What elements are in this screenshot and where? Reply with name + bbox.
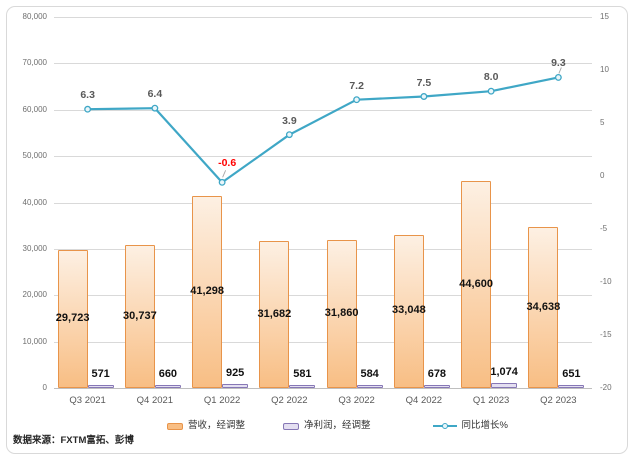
x-axis-line bbox=[54, 388, 592, 389]
revenue-bar bbox=[57, 250, 88, 388]
right-axis-tick-label: -20 bbox=[600, 383, 612, 392]
net-profit-bar bbox=[222, 383, 249, 388]
growth-value-label: -0.6 bbox=[218, 157, 237, 170]
source-note: 数据来源：FXTM富拓、彭博 bbox=[13, 435, 134, 446]
revenue-value-label: 34,638 bbox=[526, 300, 561, 313]
net-profit-bar bbox=[491, 383, 518, 388]
net-profit-value-label: 1,074 bbox=[490, 366, 518, 379]
gridline bbox=[54, 341, 592, 343]
right-axis-tick-label: -15 bbox=[600, 330, 612, 339]
x-axis-tick-label: Q4 2022 bbox=[405, 395, 443, 406]
left-axis-tick-label: 30,000 bbox=[22, 243, 47, 253]
growth-value-label: 8.0 bbox=[483, 71, 499, 84]
gridline bbox=[54, 295, 592, 297]
x-axis-tick-label: Q3 2021 bbox=[69, 395, 106, 406]
net-profit-bar bbox=[289, 385, 316, 388]
left-axis-tick-label: 40,000 bbox=[22, 197, 47, 207]
growth-point-marker bbox=[285, 131, 293, 139]
growth-point-marker bbox=[353, 96, 361, 104]
growth-value-label: 9.3 bbox=[551, 57, 566, 70]
right-axis-tick-label: 15 bbox=[600, 12, 609, 21]
net-profit-bar bbox=[87, 385, 114, 388]
legend-label-revenue: 营收，经调整 bbox=[188, 420, 246, 431]
revenue-value-label: 31,682 bbox=[257, 307, 292, 320]
gridline bbox=[54, 109, 592, 111]
net-profit-value-label: 925 bbox=[225, 366, 245, 379]
revenue-value-label: 30,737 bbox=[123, 309, 157, 322]
left-axis-tick-label: 0 bbox=[42, 383, 47, 392]
x-axis-tick-label: Q3 2022 bbox=[338, 395, 375, 406]
net-profit-value-label: 660 bbox=[158, 367, 178, 380]
growth-point-marker bbox=[554, 73, 562, 81]
gridline bbox=[54, 202, 592, 204]
revenue-bar bbox=[461, 181, 492, 388]
net-profit-swatch-icon bbox=[283, 422, 300, 430]
legend-label-net-profit: 净利润，经调整 bbox=[304, 420, 371, 431]
revenue-value-label: 29,723 bbox=[55, 312, 90, 325]
revenue-bar bbox=[192, 196, 223, 388]
growth-point-marker bbox=[420, 93, 428, 100]
revenue-bar bbox=[326, 240, 357, 388]
net-profit-bar bbox=[356, 385, 383, 388]
left-axis-tick-label: 10,000 bbox=[22, 336, 47, 346]
right-axis-tick-label: -10 bbox=[600, 277, 612, 286]
net-profit-value-label: 571 bbox=[91, 368, 110, 381]
left-axis-tick-label: 70,000 bbox=[22, 58, 47, 68]
revenue-bar bbox=[393, 234, 424, 388]
legend-item-growth: 同比增长% bbox=[432, 420, 508, 432]
net-profit-bar bbox=[423, 384, 450, 388]
net-profit-value-label: 581 bbox=[293, 368, 312, 381]
x-axis-tick-label: Q1 2022 bbox=[203, 395, 241, 406]
gridline bbox=[54, 63, 592, 65]
growth-value-label: 7.5 bbox=[416, 76, 432, 89]
right-axis-tick-label: 5 bbox=[600, 118, 605, 127]
revenue-value-label: 33,048 bbox=[392, 304, 426, 317]
net-profit-value-label: 584 bbox=[360, 368, 379, 381]
chart-legend: 营收，经调整 净利润，经调整 同比增长% bbox=[167, 418, 508, 434]
net-profit-value-label: 651 bbox=[562, 367, 581, 380]
growth-point-marker bbox=[218, 178, 226, 186]
net-profit-value-label: 678 bbox=[427, 367, 447, 380]
legend-item-net-profit: 净利润，经调整 bbox=[283, 420, 371, 432]
left-axis-tick-label: 50,000 bbox=[22, 151, 47, 161]
left-axis-tick-label: 80,000 bbox=[22, 12, 47, 21]
gridline bbox=[54, 156, 592, 158]
revenue-bar bbox=[259, 241, 290, 388]
x-axis-tick-label: Q1 2023 bbox=[472, 395, 510, 406]
net-profit-bar bbox=[154, 384, 181, 388]
left-axis-tick-label: 20,000 bbox=[22, 290, 47, 300]
x-axis-tick-label: Q2 2022 bbox=[271, 395, 308, 406]
x-axis-tick-label: Q4 2021 bbox=[136, 395, 174, 406]
right-axis-tick-label: 10 bbox=[600, 65, 609, 74]
x-axis-tick-label: Q2 2023 bbox=[540, 395, 577, 406]
left-axis-tick-label: 60,000 bbox=[22, 104, 47, 114]
growth-point-marker bbox=[487, 87, 495, 95]
growth-value-label: 7.2 bbox=[349, 79, 364, 92]
growth-value-label: 6.3 bbox=[80, 89, 95, 102]
growth-line-swatch-icon bbox=[432, 422, 457, 430]
right-axis-tick-label: -5 bbox=[600, 224, 608, 233]
legend-item-revenue: 营收，经调整 bbox=[167, 420, 245, 432]
revenue-value-label: 31,860 bbox=[324, 307, 359, 320]
revenue-bar bbox=[528, 227, 559, 388]
revenue-value-label: 41,298 bbox=[190, 285, 224, 298]
label-leader-line bbox=[222, 170, 227, 178]
gridline bbox=[54, 17, 592, 18]
legend-label-growth: 同比增长% bbox=[461, 420, 508, 431]
growth-value-label: 3.9 bbox=[282, 114, 297, 127]
revenue-bar bbox=[124, 245, 155, 388]
growth-value-label: 6.4 bbox=[147, 88, 163, 101]
revenue-value-label: 44,600 bbox=[459, 277, 493, 290]
revenue-swatch-icon bbox=[167, 422, 183, 430]
gridline bbox=[54, 248, 592, 250]
right-axis-tick-label: 0 bbox=[600, 171, 605, 180]
net-profit-bar bbox=[558, 384, 585, 388]
